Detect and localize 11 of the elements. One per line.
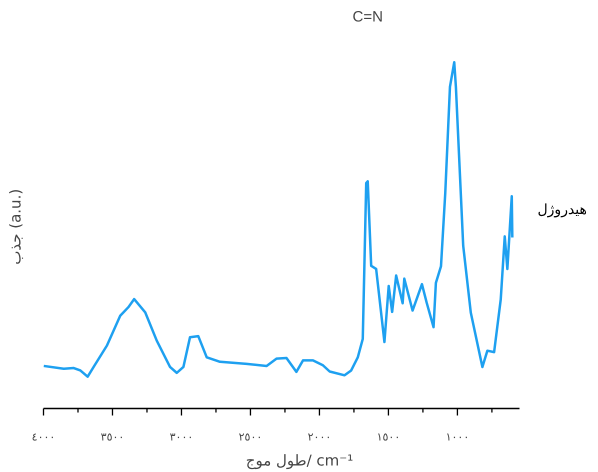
series-label: هیدروژل — [538, 202, 587, 218]
y-axis-title: جذب (a.u.) — [6, 188, 24, 265]
x-axis-title: طول موج/ cm⁻¹ — [246, 452, 354, 470]
text: C=N — [352, 8, 383, 26]
x-tick-label: ١٠٠٠ — [446, 430, 470, 444]
x-tick-label: ٣٠٠٠ — [170, 430, 194, 444]
x-tick-label: ٣٥٠٠ — [100, 430, 124, 444]
x-tick-label: ٤٠٠٠ — [32, 430, 56, 444]
x-tick-label: ٢٠٠٠ — [308, 430, 332, 444]
x-tick-label: ٢٥٠٠ — [238, 430, 262, 444]
x-tick-label: ١٥٠٠ — [376, 430, 400, 444]
